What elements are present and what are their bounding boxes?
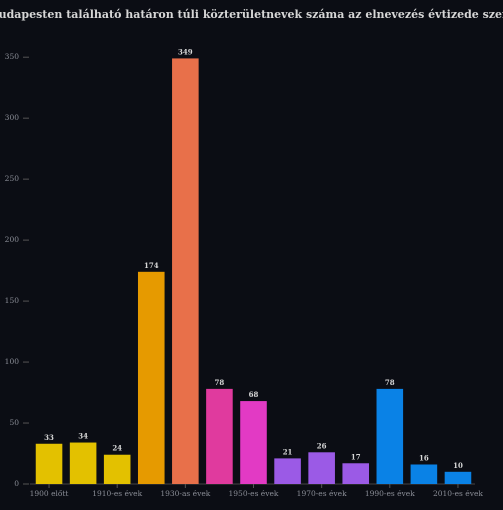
bar bbox=[410, 464, 438, 484]
bar bbox=[206, 388, 233, 484]
data-label: 16 bbox=[419, 453, 429, 462]
chart-title: A Budapesten található határon túli közt… bbox=[0, 8, 503, 21]
bar bbox=[274, 458, 301, 484]
data-label: 78 bbox=[215, 378, 225, 387]
bar bbox=[35, 443, 63, 484]
bar bbox=[308, 452, 335, 484]
bar bbox=[240, 401, 267, 484]
y-tick-label: 250 bbox=[5, 174, 20, 183]
x-tick-label: 2010-es évek bbox=[433, 489, 483, 498]
x-tick-label: 1910-es évek bbox=[92, 489, 142, 498]
data-label: 349 bbox=[178, 47, 193, 56]
data-label: 33 bbox=[44, 433, 54, 442]
y-tick-label: 100 bbox=[5, 357, 20, 366]
bar bbox=[172, 58, 199, 485]
x-tick-label: 1900 előtt bbox=[30, 489, 69, 498]
y-tick-label: 0 bbox=[14, 479, 19, 488]
data-label: 34 bbox=[78, 432, 88, 441]
data-label: 78 bbox=[385, 378, 395, 387]
y-tick-label: 300 bbox=[5, 113, 20, 122]
data-label: 174 bbox=[144, 261, 159, 270]
y-tick-label: 50 bbox=[9, 418, 19, 427]
bar bbox=[137, 271, 165, 484]
data-label: 24 bbox=[112, 444, 122, 453]
bar bbox=[444, 471, 472, 484]
data-label: 68 bbox=[249, 390, 259, 399]
bar bbox=[376, 388, 404, 484]
bar bbox=[342, 463, 370, 484]
y-tick-label: 350 bbox=[5, 52, 20, 61]
data-label: 17 bbox=[351, 452, 361, 461]
y-tick-label: 200 bbox=[5, 235, 20, 244]
data-label: 21 bbox=[283, 447, 293, 456]
data-label: 10 bbox=[453, 461, 463, 470]
x-tick-label: 1990-es évek bbox=[365, 489, 415, 498]
x-tick-label: 1970-es évek bbox=[297, 489, 347, 498]
bar bbox=[103, 454, 131, 484]
x-tick-label: 1950-es évek bbox=[229, 489, 279, 498]
y-tick-label: 150 bbox=[5, 296, 20, 305]
bar bbox=[69, 442, 97, 484]
x-tick-label: 1930-as évek bbox=[160, 489, 210, 498]
data-label: 26 bbox=[317, 441, 327, 450]
